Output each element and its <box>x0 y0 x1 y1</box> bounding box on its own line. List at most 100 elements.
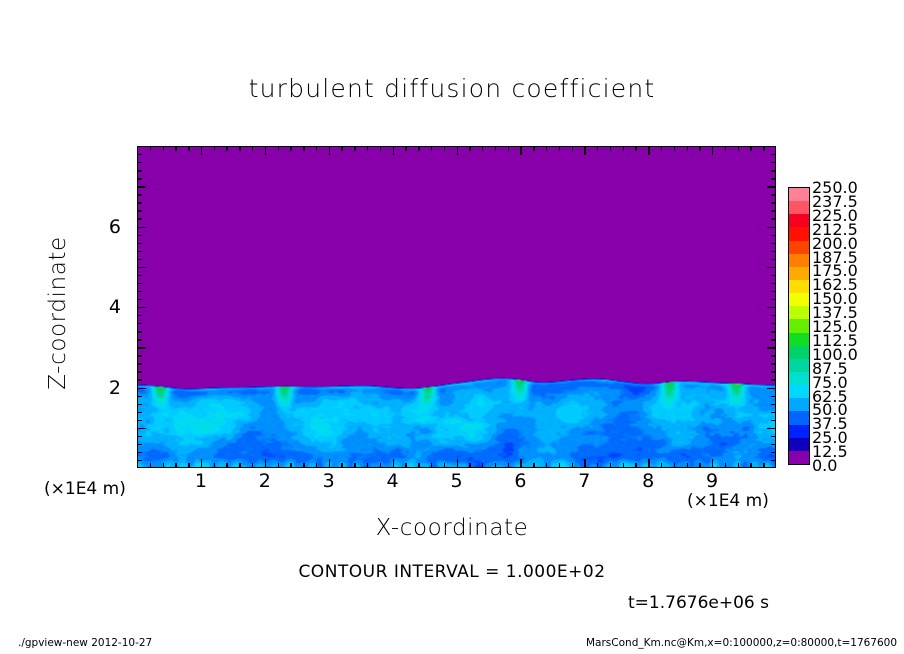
axis-tick <box>137 307 146 309</box>
axis-tick <box>622 146 625 151</box>
axis-tick <box>137 186 146 188</box>
axis-tick <box>771 363 776 365</box>
axis-tick <box>771 435 776 438</box>
colorbar-swatch <box>789 345 809 359</box>
axis-tick <box>303 463 305 468</box>
axis-tick <box>609 146 612 151</box>
axis-tick <box>686 463 688 468</box>
x-tick-label: 8 <box>642 470 655 492</box>
x-tick-label: 2 <box>258 470 271 492</box>
axis-tick <box>175 146 177 151</box>
axis-tick <box>494 463 497 468</box>
colorbar-tick-label: 225.0 <box>812 205 858 225</box>
axis-tick <box>750 146 752 151</box>
axis-tick <box>239 146 241 151</box>
axis-tick <box>571 463 573 468</box>
axis-tick <box>469 146 471 151</box>
axis-tick <box>771 411 776 414</box>
axis-tick <box>771 315 776 317</box>
colorbar <box>788 187 810 465</box>
axis-tick <box>137 202 142 204</box>
x-tick-label: 1 <box>194 470 207 492</box>
x-tick-label: 5 <box>450 470 463 492</box>
axis-tick <box>354 146 356 151</box>
axis-tick <box>771 194 776 196</box>
axis-tick <box>443 463 446 468</box>
axis-tick <box>149 146 152 151</box>
axis-tick <box>239 463 241 468</box>
colorbar-swatch <box>789 266 809 280</box>
colorbar-swatch <box>789 332 809 346</box>
axis-tick <box>162 463 164 468</box>
axis-tick <box>545 146 548 151</box>
axis-tick <box>379 146 382 151</box>
axis-tick <box>418 146 420 151</box>
axis-tick <box>763 463 765 468</box>
axis-tick <box>137 459 142 462</box>
axis-tick <box>771 218 776 220</box>
axis-tick <box>771 170 776 172</box>
axis-tick <box>252 146 254 151</box>
axis-tick <box>303 146 305 151</box>
axis-tick <box>482 146 484 151</box>
time-label: t=1.7676e+06 s <box>628 593 769 613</box>
axis-tick <box>328 146 331 155</box>
axis-tick <box>200 459 203 468</box>
colorbar-tick-label: 75.0 <box>812 372 848 392</box>
axis-tick <box>545 463 548 468</box>
axis-tick <box>771 250 776 253</box>
axis-tick <box>226 463 228 468</box>
colorbar-swatch <box>789 253 809 267</box>
axis-tick <box>737 146 740 151</box>
colorbar-tick-label: 250.0 <box>812 178 858 197</box>
x-tick-label: 7 <box>578 470 591 492</box>
axis-tick <box>558 146 561 151</box>
axis-tick <box>137 379 142 381</box>
axis-tick <box>597 146 599 151</box>
colorbar-swatch <box>789 371 809 386</box>
x-axis-title: X-coordinate <box>375 515 529 541</box>
axis-tick <box>137 170 142 172</box>
axis-tick <box>405 463 407 468</box>
colorbar-swatch <box>789 188 809 202</box>
axis-tick <box>571 146 573 151</box>
axis-tick <box>315 463 318 468</box>
axis-tick <box>443 146 446 151</box>
colorbar-tick-label: 187.5 <box>812 247 858 267</box>
axis-tick <box>137 371 142 373</box>
heatmap-plot-area <box>137 146 776 468</box>
axis-tick <box>767 387 776 389</box>
y-axis-title: Z-coordinate <box>45 236 71 390</box>
y-tick-label: 2 <box>108 376 121 399</box>
colorbar-swatch <box>789 306 809 320</box>
axis-tick <box>213 146 216 151</box>
axis-tick <box>482 463 484 468</box>
axis-tick <box>771 443 776 446</box>
colorbar-swatch <box>789 437 809 451</box>
colorbar-tick-label: 125.0 <box>812 317 858 336</box>
y-tick-label: 4 <box>108 296 121 318</box>
axis-tick <box>771 451 776 454</box>
axis-tick <box>660 146 663 151</box>
colorbar-swatch <box>789 450 809 464</box>
axis-tick <box>341 146 343 151</box>
axis-tick <box>712 459 714 468</box>
colorbar-swatch <box>789 411 809 425</box>
axis-tick <box>137 258 142 261</box>
axis-tick <box>418 463 420 468</box>
axis-tick <box>137 162 142 164</box>
axis-tick <box>771 323 776 325</box>
axis-tick <box>673 463 676 468</box>
page-title: turbulent diffusion coefficient <box>248 74 656 103</box>
axis-tick <box>507 146 509 151</box>
axis-tick <box>520 459 522 468</box>
axis-tick <box>584 146 586 155</box>
axis-tick <box>771 154 776 156</box>
axis-tick <box>767 186 776 188</box>
colorbar-tick-label: 137.5 <box>812 303 858 323</box>
axis-tick <box>137 395 142 397</box>
axis-tick <box>137 250 142 253</box>
axis-tick <box>771 371 776 373</box>
y-tick-label: 6 <box>108 215 121 238</box>
axis-tick <box>137 282 142 285</box>
